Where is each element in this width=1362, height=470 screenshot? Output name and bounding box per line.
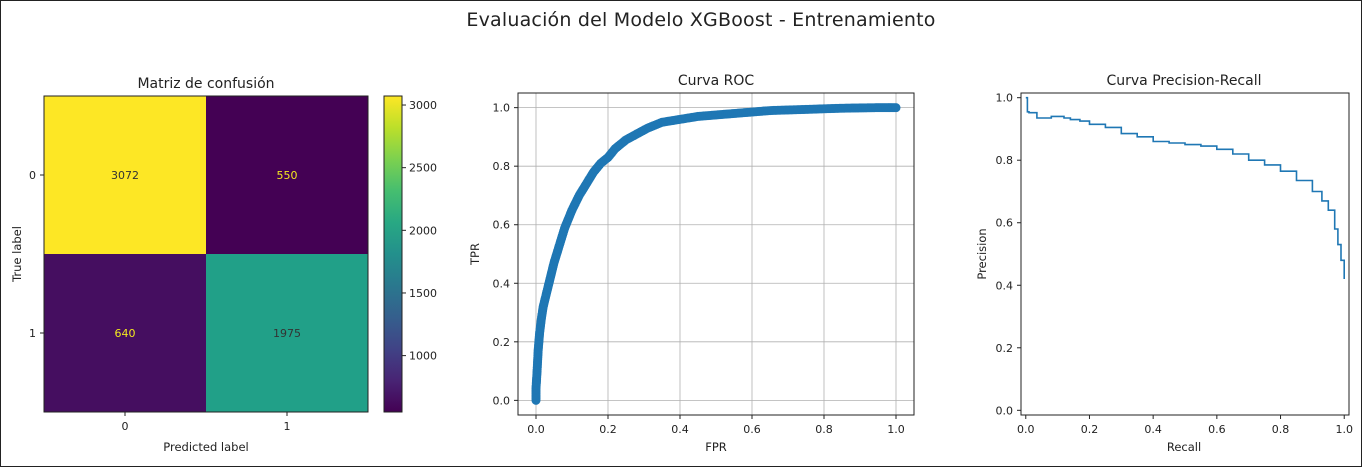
roc-point bbox=[891, 103, 901, 113]
roc-ytick-label: 0.6 bbox=[493, 219, 511, 232]
pr-xtick-label: 0.2 bbox=[1081, 423, 1099, 436]
cm-frame bbox=[43, 95, 369, 413]
cm-cell-0-1 bbox=[206, 96, 368, 254]
colorbar: 3000 2500 2000 1500 1000 bbox=[383, 95, 437, 413]
confusion-matrix-title: Matriz de confusión bbox=[137, 76, 274, 92]
confusion-matrix-ticks: 0 1 0 1 bbox=[29, 169, 291, 433]
cm-cell-value: 3072 bbox=[111, 169, 139, 182]
roc-panel: Curva ROC 0.0 0.2 0.4 0.6 0.8 1.0 0.0 0.2 0.4 0.6… bbox=[468, 73, 915, 454]
pr-ytick-label: 0.6 bbox=[996, 217, 1014, 230]
cm-cell-1-0 bbox=[44, 254, 206, 412]
cm-cell-1-1 bbox=[206, 254, 368, 412]
cm-xtick-label: 1 bbox=[284, 420, 291, 433]
pr-curve bbox=[1025, 96, 1345, 279]
roc-frame bbox=[517, 92, 915, 416]
pr-xtick-label: 0.0 bbox=[1017, 423, 1035, 436]
cm-cell-value: 640 bbox=[115, 327, 136, 340]
roc-ytick-label: 0.4 bbox=[493, 277, 511, 290]
colorbar-gradient bbox=[383, 95, 403, 413]
cm-xtick-label: 0 bbox=[122, 420, 129, 433]
colorbar-tick-label: 1000 bbox=[409, 350, 437, 363]
pr-ylabel: Precision bbox=[975, 228, 989, 279]
pr-ytick-label: 0.0 bbox=[996, 404, 1014, 417]
roc-xtick-label: 0.8 bbox=[815, 423, 833, 436]
pr-xtick-label: 1.0 bbox=[1335, 423, 1353, 436]
cm-cell-0-0 bbox=[44, 96, 206, 254]
pr-xtick-label: 0.8 bbox=[1272, 423, 1290, 436]
pr-frame bbox=[1020, 92, 1350, 416]
cm-ytick-label: 1 bbox=[29, 327, 36, 340]
confusion-matrix-xlabel: Predicted label bbox=[163, 440, 248, 454]
roc-xtick-label: 1.0 bbox=[887, 423, 905, 436]
cm-cell-value: 550 bbox=[277, 169, 298, 182]
pr-xtick-label: 0.6 bbox=[1208, 423, 1226, 436]
cm-ytick-label: 0 bbox=[29, 169, 36, 182]
roc-ytick-label: 1.0 bbox=[493, 102, 511, 115]
confusion-matrix-ylabel: True label bbox=[10, 226, 24, 283]
roc-ytick-label: 0.8 bbox=[493, 160, 511, 173]
pr-xtick-label: 0.4 bbox=[1144, 423, 1162, 436]
colorbar-tick-label: 3000 bbox=[409, 99, 437, 112]
roc-title: Curva ROC bbox=[678, 73, 754, 89]
figure-title: Evaluación del Modelo XGBoost - Entrenam… bbox=[466, 9, 935, 31]
roc-xtick-label: 0.2 bbox=[599, 423, 617, 436]
pr-series bbox=[1025, 96, 1345, 279]
pr-ytick-label: 1.0 bbox=[996, 92, 1014, 105]
roc-ylabel: TPR bbox=[468, 243, 482, 266]
colorbar-tick-label: 2500 bbox=[409, 162, 437, 175]
colorbar-tick-label: 2000 bbox=[409, 224, 437, 237]
pr-ytick-label: 0.2 bbox=[996, 342, 1014, 355]
confusion-matrix-cells: 3072 550 640 1975 bbox=[43, 95, 369, 413]
pr-ytick-label: 0.4 bbox=[996, 279, 1014, 292]
roc-ytick-label: 0.2 bbox=[493, 336, 511, 349]
pr-xlabel: Recall bbox=[1167, 440, 1201, 454]
roc-xtick-label: 0.6 bbox=[743, 423, 761, 436]
roc-xtick-label: 0.4 bbox=[671, 423, 689, 436]
cm-cell-value: 1975 bbox=[273, 327, 301, 340]
pr-ytick-label: 0.8 bbox=[996, 154, 1014, 167]
roc-series bbox=[531, 103, 901, 405]
roc-xtick-label: 0.0 bbox=[527, 423, 545, 436]
roc-xlabel: FPR bbox=[705, 440, 727, 454]
pr-panel: Curva Precision-Recall 0.0 0.2 0.4 0.6 0.8 1.… bbox=[975, 73, 1353, 454]
pr-title: Curva Precision-Recall bbox=[1106, 73, 1261, 89]
roc-ytick-label: 0.0 bbox=[493, 394, 511, 407]
pr-axes: 0.0 0.2 0.4 0.6 0.8 1.0 0.0 0.2 0.4 0.6 0.8 1.0 bbox=[996, 92, 1353, 436]
colorbar-tick-label: 1500 bbox=[409, 287, 437, 300]
